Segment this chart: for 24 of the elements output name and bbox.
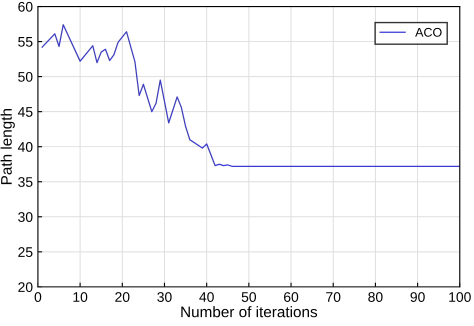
x-tick-label: 10 (73, 292, 88, 302)
x-tick-label: 30 (157, 292, 172, 302)
y-tick-label: 25 (18, 247, 32, 258)
x-tick-label: 50 (242, 292, 256, 302)
x-tick-label: 80 (368, 292, 383, 302)
x-tick-label: 90 (410, 292, 425, 302)
x-tick-label: 0 (34, 292, 42, 302)
y-tick-label: 20 (18, 282, 33, 292)
x-tick-label: 100 (449, 292, 471, 302)
x-tick-label: 20 (115, 292, 130, 302)
x-tick-label: 70 (326, 292, 340, 302)
y-tick-label: 40 (18, 142, 33, 152)
x-tick-label: 40 (199, 292, 214, 302)
y-tick-label: 50 (18, 72, 33, 82)
x-tick-label: 60 (284, 292, 298, 302)
x-axis-title: Number of iterations (181, 306, 318, 318)
y-tick-label: 55 (18, 37, 32, 47)
y-tick-label: 60 (18, 2, 33, 12)
y-tick-label: 35 (18, 177, 32, 187)
line-series (42, 24, 460, 167)
legend-label: ACO (415, 28, 442, 37)
y-axis-title: Path length (0, 109, 15, 184)
y-tick-label: 45 (18, 107, 32, 117)
y-tick-label: 30 (18, 212, 33, 222)
